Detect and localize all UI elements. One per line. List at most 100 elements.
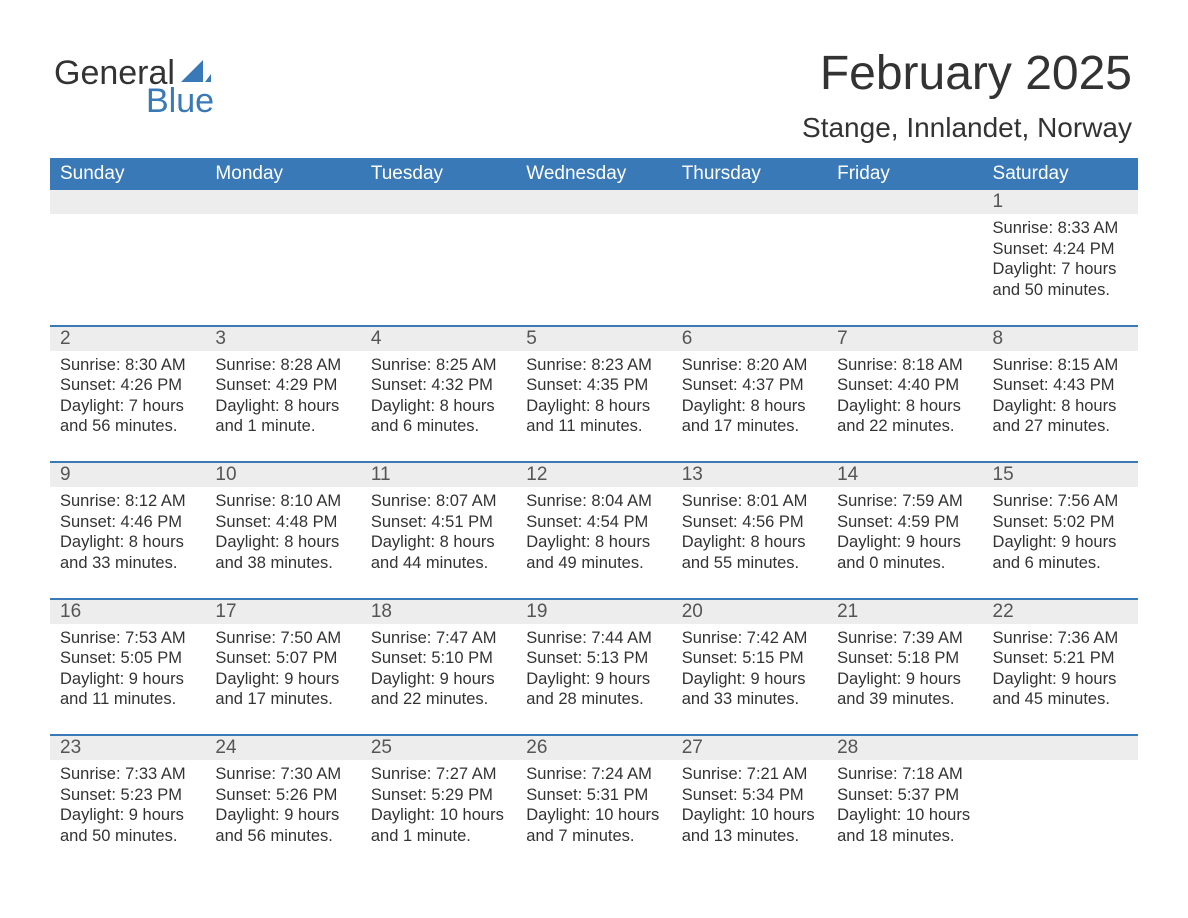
day-number: 15 [983,464,1138,486]
dow-cell: Friday [827,163,982,185]
day-cell: Sunrise: 7:44 AMSunset: 5:13 PMDaylight:… [516,624,671,721]
day-number: 4 [361,328,516,350]
day-cell: Sunrise: 7:21 AMSunset: 5:34 PMDaylight:… [672,760,827,857]
calendar-week: 232425262728Sunrise: 7:33 AMSunset: 5:23… [50,734,1138,857]
sunrise-text: Sunrise: 8:10 AM [215,491,350,512]
day-number: 1 [983,191,1138,213]
day-number: 23 [50,737,205,759]
daylight-text: Daylight: 9 hours and 0 minutes. [837,532,972,573]
sunset-text: Sunset: 5:37 PM [837,785,972,806]
sunset-text: Sunset: 4:32 PM [371,375,506,396]
day-cell [672,214,827,311]
day-cell: Sunrise: 7:18 AMSunset: 5:37 PMDaylight:… [827,760,982,857]
daylight-text: Daylight: 8 hours and 17 minutes. [682,396,817,437]
daylight-text: Daylight: 8 hours and 22 minutes. [837,396,972,437]
sunset-text: Sunset: 4:56 PM [682,512,817,533]
sunrise-text: Sunrise: 7:44 AM [526,628,661,649]
sunset-text: Sunset: 4:40 PM [837,375,972,396]
sunset-text: Sunset: 5:23 PM [60,785,195,806]
sunset-text: Sunset: 5:18 PM [837,648,972,669]
weeks-container: 1 Sunrise: 8:33 AMSunset: 4:24 PM Daylight… [50,190,1138,857]
sunset-text: Sunset: 4:37 PM [682,375,817,396]
sunrise-text: Sunrise: 8:33 AM [993,218,1128,239]
daylight-text: Daylight: 8 hours and 27 minutes. [993,396,1128,437]
sunset-text: Sunset: 5:13 PM [526,648,661,669]
day-cell: Sunrise: 8:01 AMSunset: 4:56 PMDaylight:… [672,487,827,584]
sunset-text: Sunset: 4:43 PM [993,375,1128,396]
sunset-text: Sunset: 5:21 PM [993,648,1128,669]
day-cell: Sunrise: 8:25 AMSunset: 4:32 PMDaylight:… [361,351,516,448]
sunset-text: Sunset: 4:24 PM [993,239,1128,260]
day-number-row: 232425262728 [50,736,1138,760]
day-body-row: Sunrise: 7:53 AMSunset: 5:05 PMDaylight:… [50,624,1138,721]
sunrise-text: Sunrise: 8:15 AM [993,355,1128,376]
sunrise-text: Sunrise: 7:27 AM [371,764,506,785]
day-body-row: Sunrise: 8:12 AMSunset: 4:46 PMDaylight:… [50,487,1138,584]
sunrise-text: Sunrise: 7:47 AM [371,628,506,649]
day-cell: Sunrise: 7:36 AMSunset: 5:21 PMDaylight:… [983,624,1138,721]
day-cell: Sunrise: 8:18 AMSunset: 4:40 PMDaylight:… [827,351,982,448]
daylight-text: Daylight: 9 hours and 6 minutes. [993,532,1128,573]
dow-cell: Saturday [983,163,1138,185]
day-number: 2 [50,328,205,350]
calendar-week: 9101112131415Sunrise: 8:12 AMSunset: 4:4… [50,461,1138,584]
sunrise-text: Sunrise: 7:56 AM [993,491,1128,512]
day-cell: Sunrise: 7:30 AMSunset: 5:26 PMDaylight:… [205,760,360,857]
day-cell: Sunrise: 7:53 AMSunset: 5:05 PMDaylight:… [50,624,205,721]
day-number: 8 [983,328,1138,350]
day-number: 14 [827,464,982,486]
sunrise-text: Sunrise: 8:07 AM [371,491,506,512]
day-of-week-header: SundayMondayTuesdayWednesdayThursdayFrid… [50,158,1138,190]
day-number: 24 [205,737,360,759]
day-number: 17 [205,601,360,623]
day-cell: Sunrise: 7:24 AMSunset: 5:31 PMDaylight:… [516,760,671,857]
day-number: 16 [50,601,205,623]
calendar-week: 16171819202122Sunrise: 7:53 AMSunset: 5:… [50,598,1138,721]
day-cell: Sunrise: 8:28 AMSunset: 4:29 PMDaylight:… [205,351,360,448]
sunrise-text: Sunrise: 8:25 AM [371,355,506,376]
day-cell [205,214,360,311]
day-number: 27 [672,737,827,759]
day-number: 7 [827,328,982,350]
sunrise-text: Sunrise: 7:42 AM [682,628,817,649]
dow-cell: Sunday [50,163,205,185]
calendar-page: General Blue February 2025 Stange, Innla… [0,0,1188,918]
day-cell: Sunrise: 7:56 AMSunset: 5:02 PMDaylight:… [983,487,1138,584]
sunset-text: Sunset: 4:46 PM [60,512,195,533]
sunrise-text: Sunrise: 8:18 AM [837,355,972,376]
sunrise-text: Sunrise: 8:30 AM [60,355,195,376]
day-cell: Sunrise: 7:27 AMSunset: 5:29 PMDaylight:… [361,760,516,857]
daylight-text: Daylight: 9 hours and 28 minutes. [526,669,661,710]
sunset-text: Sunset: 5:34 PM [682,785,817,806]
location-subtitle: Stange, Innlandet, Norway [802,112,1132,144]
day-number: 28 [827,737,982,759]
day-cell: Sunrise: 8:23 AMSunset: 4:35 PMDaylight:… [516,351,671,448]
daylight-text: Daylight: 8 hours and 55 minutes. [682,532,817,573]
daylight-text: Daylight: 9 hours and 50 minutes. [60,805,195,846]
daylight-text: Daylight: 9 hours and 22 minutes. [371,669,506,710]
daylight-text: Daylight: 10 hours and 18 minutes. [837,805,972,846]
logo: General Blue [54,56,214,118]
day-number: 20 [672,601,827,623]
day-number: 18 [361,601,516,623]
day-cell: Sunrise: 8:12 AMSunset: 4:46 PMDaylight:… [50,487,205,584]
day-body-row: Sunrise: 7:33 AMSunset: 5:23 PMDaylight:… [50,760,1138,857]
day-cell [361,214,516,311]
dow-cell: Thursday [672,163,827,185]
sunrise-text: Sunrise: 7:50 AM [215,628,350,649]
dow-cell: Monday [205,163,360,185]
day-cell: Sunrise: 7:33 AMSunset: 5:23 PMDaylight:… [50,760,205,857]
sunrise-text: Sunrise: 7:33 AM [60,764,195,785]
sunrise-text: Sunrise: 8:20 AM [682,355,817,376]
day-cell: Sunrise: 8:07 AMSunset: 4:51 PMDaylight:… [361,487,516,584]
dow-cell: Tuesday [361,163,516,185]
sunset-text: Sunset: 5:15 PM [682,648,817,669]
day-number-row: 9101112131415 [50,463,1138,487]
day-number: 5 [516,328,671,350]
sunrise-text: Sunrise: 7:24 AM [526,764,661,785]
daylight-text: Daylight: 9 hours and 33 minutes. [682,669,817,710]
day-number: 6 [672,328,827,350]
daylight-text: Daylight: 8 hours and 38 minutes. [215,532,350,573]
calendar-grid: SundayMondayTuesdayWednesdayThursdayFrid… [50,158,1138,857]
day-cell: Sunrise: 7:50 AMSunset: 5:07 PMDaylight:… [205,624,360,721]
